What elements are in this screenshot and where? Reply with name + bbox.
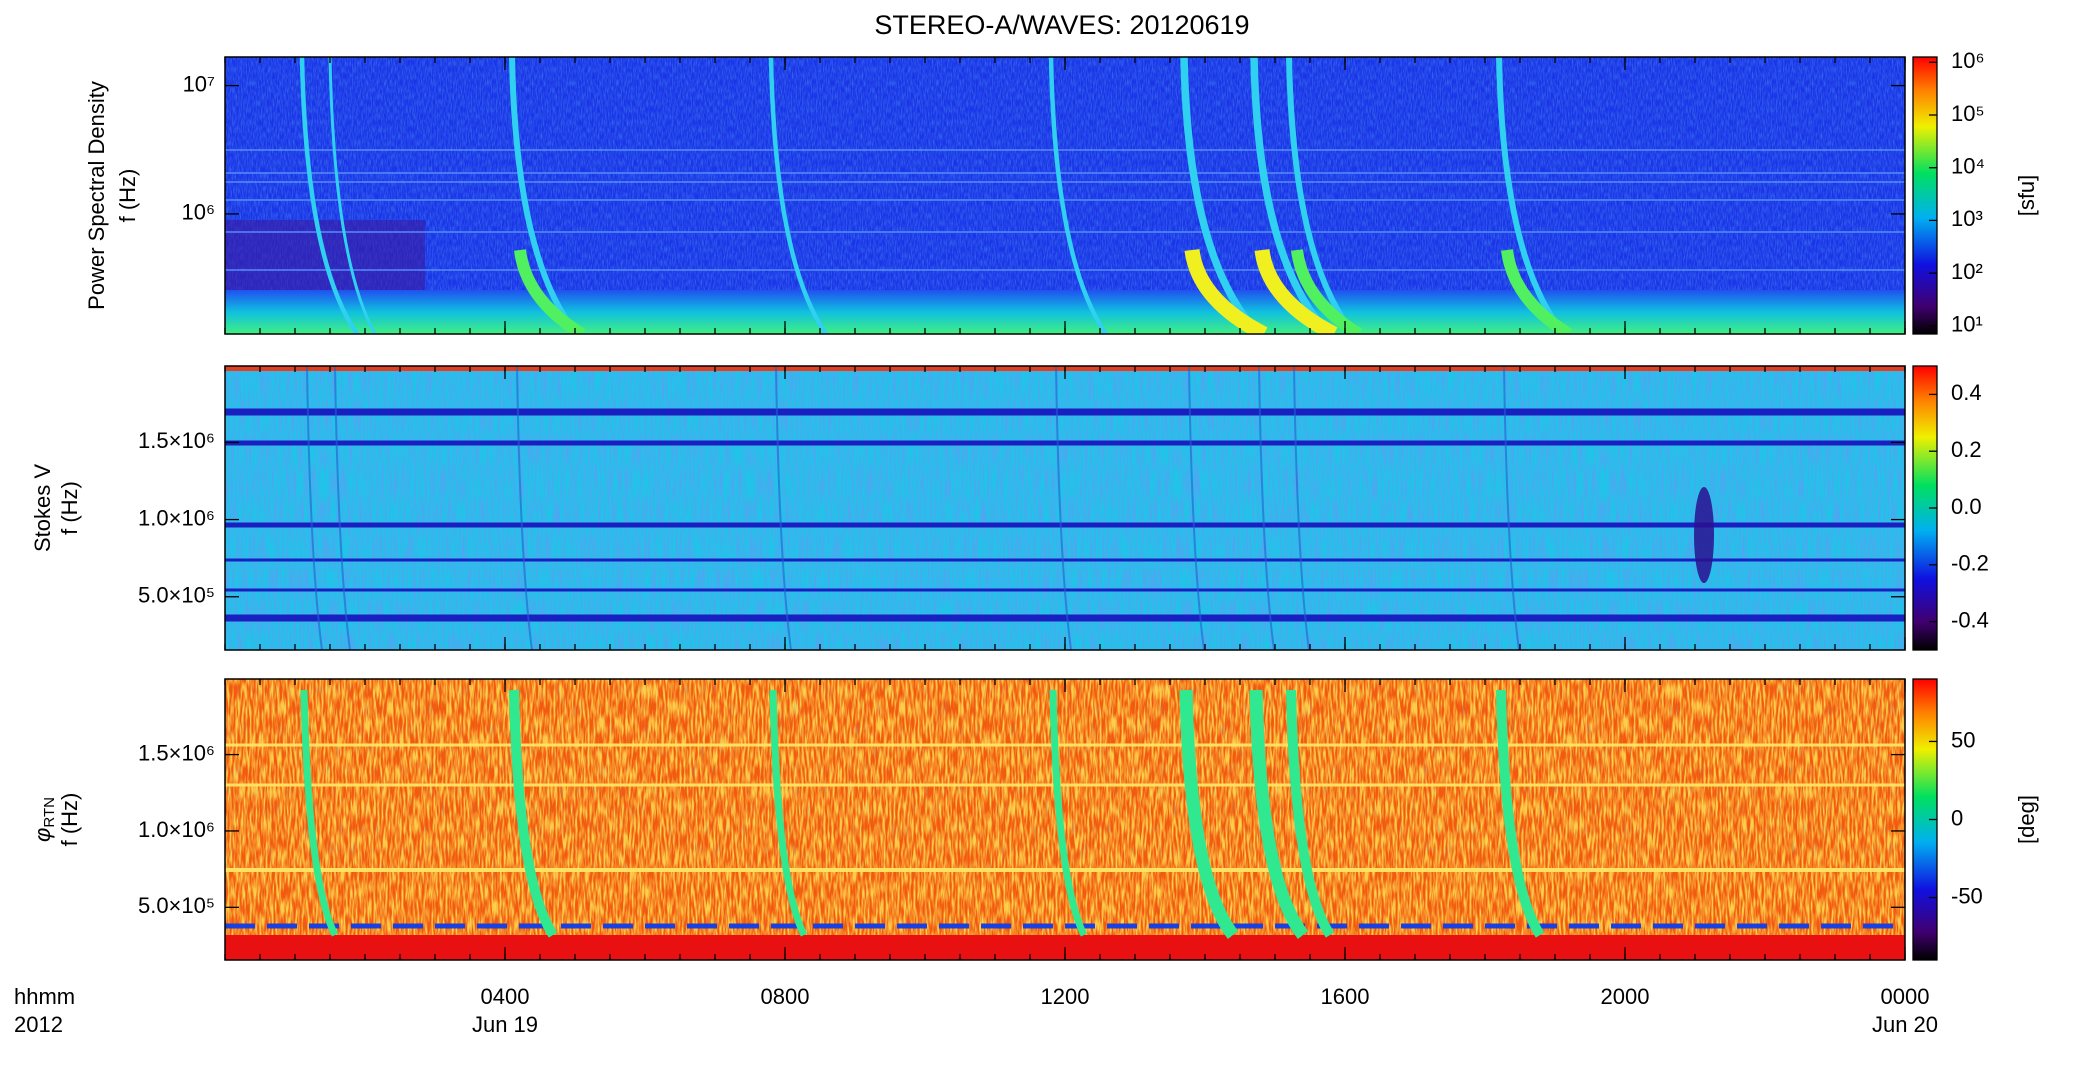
colorbar-label: [sfu] xyxy=(2014,175,2039,217)
burst xyxy=(1049,689,1088,937)
spectrogram-image xyxy=(225,57,1905,334)
burst xyxy=(1188,366,1205,650)
burst xyxy=(516,366,533,650)
burst xyxy=(1496,689,1545,938)
y-tick-label: 1.0×10⁶ xyxy=(138,817,215,842)
y-axis-label-sub: RTN xyxy=(41,797,58,828)
colorbar-tick-label: 50 xyxy=(1951,727,1975,752)
y-tick-label: 5.0×10⁵ xyxy=(138,893,215,918)
colorbar-tick-label: 0.4 xyxy=(1951,380,1982,405)
burst xyxy=(300,689,339,937)
colorbar-tick-label: 10² xyxy=(1951,259,1983,284)
y-tick-label: 5.0×10⁵ xyxy=(138,583,215,608)
burst xyxy=(1249,689,1309,939)
x-axis-label: hhmm xyxy=(14,984,75,1009)
y-tick-label: 1.0×10⁶ xyxy=(138,505,215,530)
feature xyxy=(1694,487,1714,583)
colorbar-tick-label: 10⁵ xyxy=(1951,101,1985,126)
x-tick-label: 2000 xyxy=(1601,984,1650,1009)
colorbar-tick-label: -0.4 xyxy=(1951,607,1989,632)
colorbar-tick-label: 10⁴ xyxy=(1951,154,1985,179)
colorbar-tick-label: 0 xyxy=(1951,805,1963,830)
bursts xyxy=(299,57,1573,334)
colorbar-tick-label: 10³ xyxy=(1951,206,1983,231)
burst xyxy=(775,366,792,650)
colorbar-tick-label: 10¹ xyxy=(1951,312,1983,337)
burst xyxy=(509,689,558,938)
colorbar xyxy=(1912,56,1938,335)
y-tick-label: 10⁷ xyxy=(183,71,215,96)
y-axis-label: Power Spectral Density xyxy=(84,81,109,310)
bursts xyxy=(300,689,1545,939)
x-tick-label: 1600 xyxy=(1321,984,1370,1009)
band-lines xyxy=(225,149,1905,271)
chart-title: STEREO-A/WAVES: 20120619 xyxy=(874,10,1249,40)
burst xyxy=(1258,366,1275,650)
y-axis-label: φRTN xyxy=(30,797,58,842)
x-date-label: Jun 20 xyxy=(1872,1012,1938,1037)
burst xyxy=(768,57,828,334)
burst xyxy=(1184,248,1268,334)
burst xyxy=(1048,57,1108,334)
burst xyxy=(299,57,359,334)
y-axis-label: f (Hz) xyxy=(57,481,82,535)
colorbar-tick-label: 10⁶ xyxy=(1951,48,1985,73)
spectrogram-image xyxy=(225,366,1905,650)
x-tick-label: 0400 xyxy=(481,984,530,1009)
x-axis-label: 2012 xyxy=(14,1012,63,1037)
spectrogram-image xyxy=(225,679,1905,960)
x-tick-label: 1200 xyxy=(1041,984,1090,1009)
y-axis-label: f (Hz) xyxy=(57,793,82,847)
burst xyxy=(1055,366,1072,650)
burst xyxy=(1293,366,1310,650)
burst xyxy=(769,689,808,937)
burst xyxy=(1286,689,1335,938)
bursts xyxy=(306,366,1520,650)
y-axis-label-symbol: φ xyxy=(30,828,55,842)
noise xyxy=(225,57,1905,334)
y-tick-label: 1.5×10⁶ xyxy=(138,428,215,453)
x-tick-label: 0000 xyxy=(1881,984,1930,1009)
x-tick-label: 0800 xyxy=(761,984,810,1009)
burst xyxy=(306,366,323,650)
band-lines xyxy=(225,408,1905,622)
y-axis-label: f (Hz) xyxy=(115,169,140,223)
burst xyxy=(514,249,586,334)
colorbar-tick-label: 0.2 xyxy=(1951,437,1982,462)
burst xyxy=(1291,249,1363,334)
burst xyxy=(1501,249,1573,334)
burst xyxy=(1503,366,1520,650)
burst xyxy=(334,366,351,650)
colorbar-tick-label: -50 xyxy=(1951,883,1983,908)
x-date-label: Jun 19 xyxy=(472,1012,538,1037)
colorbar-label: [deg] xyxy=(2014,795,2039,844)
burst xyxy=(328,57,377,334)
burst xyxy=(1254,248,1338,334)
colorbar-tick-label: 0.0 xyxy=(1951,494,1982,519)
y-tick-label: 10⁶ xyxy=(181,200,215,225)
y-tick-label: 1.5×10⁶ xyxy=(138,740,215,765)
y-axis-label: Stokes V xyxy=(30,464,55,552)
burst xyxy=(1179,689,1239,939)
colorbar-tick-label: -0.2 xyxy=(1951,551,1989,576)
